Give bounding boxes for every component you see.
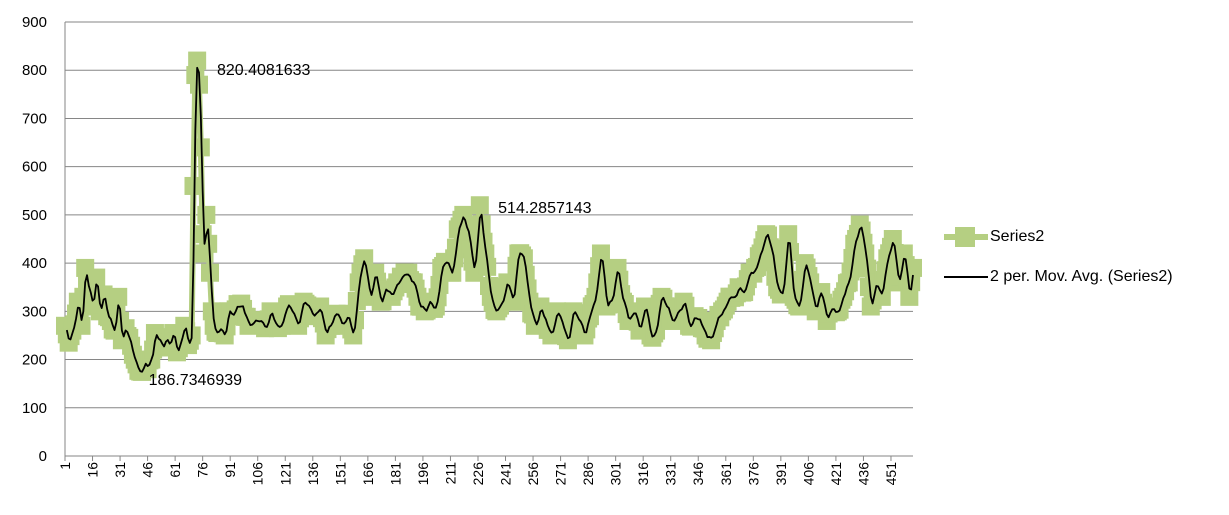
axes <box>64 22 913 457</box>
x-tick-label: 151 <box>332 462 348 486</box>
y-tick-label: 400 <box>22 255 47 272</box>
legend-label-moving-average: 2 per. Mov. Avg. (Series2) <box>990 268 1173 285</box>
x-tick-label: 286 <box>580 462 596 486</box>
series2-point <box>109 287 128 306</box>
series2-point <box>472 215 491 234</box>
series2-point <box>516 265 535 284</box>
data-label-annotations: 820.4081633 186.7346939 514.2857143 <box>149 62 592 389</box>
x-tick-label: 391 <box>773 462 789 486</box>
series2-point <box>779 225 798 244</box>
y-tick-label: 300 <box>22 303 47 320</box>
series2-point <box>902 273 921 292</box>
x-tick-label: 256 <box>525 462 541 486</box>
x-tick-label: 421 <box>828 462 844 486</box>
series2-point <box>470 196 489 215</box>
x-tick-label: 106 <box>250 462 266 486</box>
x-tick-label: 91 <box>222 462 238 478</box>
x-tick-label: 241 <box>498 462 514 486</box>
y-tick-label: 600 <box>22 159 47 176</box>
series2-point <box>355 249 374 268</box>
series2-point <box>72 316 91 335</box>
x-tick-label: 376 <box>745 462 761 486</box>
y-axis-ticks: 0 100 200 300 400 500 600 700 800 900 <box>22 14 47 465</box>
series2-point <box>900 287 919 306</box>
y-tick-label: 200 <box>22 352 47 369</box>
x-tick-label: 181 <box>387 462 403 486</box>
y-tick-label: 0 <box>39 448 47 465</box>
legend-marker-moving-average <box>944 276 988 278</box>
x-tick-label: 76 <box>195 462 211 478</box>
series2-point <box>904 258 922 277</box>
legend: Series2 2 per. Mov. Avg. (Series2) <box>944 226 1173 306</box>
x-tick-label: 436 <box>855 462 871 486</box>
x-tick-label: 406 <box>800 462 816 486</box>
x-tick-label: 271 <box>553 462 569 486</box>
x-tick-label: 31 <box>112 462 128 478</box>
x-tick-label: 211 <box>442 462 458 485</box>
x-tick-label: 46 <box>140 462 156 478</box>
x-tick-label: 316 <box>635 462 651 486</box>
y-tick-label: 700 <box>22 110 47 127</box>
series2-point <box>872 287 891 306</box>
series2-point <box>184 176 203 195</box>
series2-point <box>344 326 363 345</box>
x-tick-label: 451 <box>883 462 899 486</box>
legend-item-moving-average: 2 per. Mov. Avg. (Series2) <box>944 266 1173 288</box>
y-tick-label: 900 <box>22 14 47 31</box>
x-axis-ticks: 1 16 31 46 61 76 91 106 121 136 151 166 181 196 211 226… <box>57 456 899 485</box>
x-tick-label: 346 <box>690 462 706 486</box>
data-label: 186.7346939 <box>149 372 243 389</box>
x-tick-label: 226 <box>470 462 486 486</box>
legend-item-series2: Series2 <box>944 226 1173 248</box>
x-tick-label: 16 <box>85 462 101 478</box>
x-tick-label: 331 <box>663 462 679 486</box>
legend-marker-series2 <box>944 226 988 248</box>
moving-average-path <box>65 66 914 373</box>
series2-point <box>197 205 216 224</box>
x-tick-label: 301 <box>608 462 624 486</box>
data-label: 514.2857143 <box>498 200 592 217</box>
x-tick-label: 196 <box>415 462 431 486</box>
moving-average-line <box>65 66 914 373</box>
series2-point <box>188 51 207 70</box>
series2-point <box>503 292 522 311</box>
y-tick-label: 100 <box>22 400 47 417</box>
series2-point <box>87 268 106 287</box>
y-tick-label: 500 <box>22 207 47 224</box>
x-tick-label: 361 <box>718 462 734 486</box>
x-tick-label: 166 <box>360 462 376 486</box>
x-tick-label: 121 <box>277 462 293 486</box>
x-tick-label: 61 <box>167 462 183 478</box>
y-tick-label: 800 <box>22 62 47 79</box>
x-tick-label: 1 <box>57 462 73 470</box>
x-tick-label: 136 <box>305 462 321 486</box>
series2-point <box>591 244 610 263</box>
legend-label-series2: Series2 <box>990 228 1045 245</box>
series2-point <box>883 230 902 248</box>
series2-point <box>202 302 221 321</box>
data-label: 820.4081633 <box>217 62 311 79</box>
